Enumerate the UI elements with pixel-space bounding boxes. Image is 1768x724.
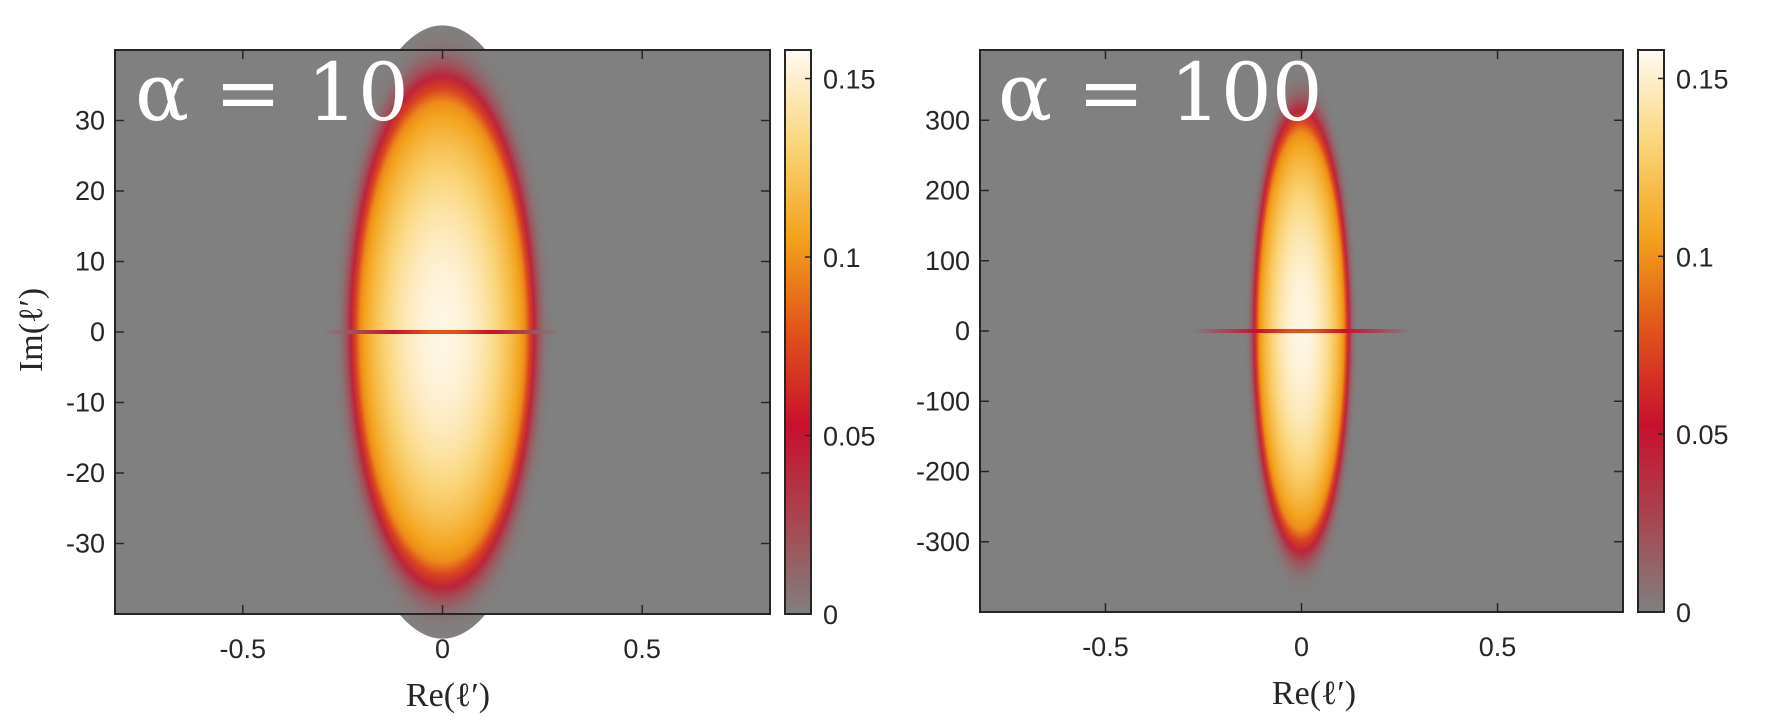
y-tick-label: -30 <box>66 529 105 559</box>
colorbar-tick-label: 0.1 <box>1676 242 1714 272</box>
y-tick-label: 200 <box>925 176 970 206</box>
x-tick-label: 0 <box>1294 632 1309 662</box>
panel-title: α = 100 <box>998 46 1323 139</box>
x-tick-label: 0.5 <box>1479 632 1517 662</box>
real-axis-streak <box>322 330 563 334</box>
heatmap-plot <box>980 50 1623 612</box>
colorbar: 0.15 0.1 0.05 0 <box>784 49 876 630</box>
x-axis-label: Re(ℓ′) <box>406 677 490 714</box>
colorbar-tick-label: 0 <box>823 600 838 630</box>
y-ticks: 300 200 100 0 -100 -200 -300 <box>916 105 1623 557</box>
y-tick-label: 0 <box>955 316 970 346</box>
y-ticks: 30 20 10 0 -10 -20 -30 <box>66 106 770 559</box>
heatmap-plot <box>115 25 770 639</box>
x-ticks: -0.5 0 0.5 <box>220 50 661 664</box>
colorbar-scale <box>1637 49 1665 613</box>
y-tick-label: -10 <box>66 388 105 418</box>
colorbar-tick-label: 0.15 <box>823 65 876 95</box>
colorbar-tick-label: 0.1 <box>823 243 861 273</box>
y-tick-label: 10 <box>75 247 105 277</box>
y-tick-label: -20 <box>66 458 105 488</box>
colorbar-scale <box>784 49 812 615</box>
x-ticks: -0.5 0 0.5 <box>1082 50 1516 662</box>
panel-title: α = 10 <box>135 46 409 139</box>
x-axis-label: Re(ℓ′) <box>1272 675 1356 712</box>
y-tick-label: 20 <box>75 176 105 206</box>
x-tick-label: 0.5 <box>623 634 661 664</box>
colorbar: 0.15 0.1 0.05 0 <box>1637 49 1729 628</box>
x-tick-label: -0.5 <box>1082 632 1129 662</box>
x-tick-label: -0.5 <box>220 634 267 664</box>
y-axis-label: Im(ℓ′) <box>13 288 50 372</box>
y-tick-label: 300 <box>925 105 970 135</box>
y-tick-label: 100 <box>925 246 970 276</box>
y-tick-label: 30 <box>75 106 105 136</box>
y-tick-label: -300 <box>916 527 970 557</box>
y-tick-label: -200 <box>916 457 970 487</box>
real-axis-streak <box>1191 329 1412 333</box>
colorbar-tick-label: 0.15 <box>1676 64 1729 94</box>
x-tick-label: 0 <box>435 634 450 664</box>
colorbar-tick-label: 0.05 <box>1676 420 1729 450</box>
colorbar-tick-label: 0.05 <box>823 422 876 452</box>
colorbar-tick-label: 0 <box>1676 598 1691 628</box>
y-tick-label: -100 <box>916 386 970 416</box>
y-tick-label: 0 <box>90 317 105 347</box>
